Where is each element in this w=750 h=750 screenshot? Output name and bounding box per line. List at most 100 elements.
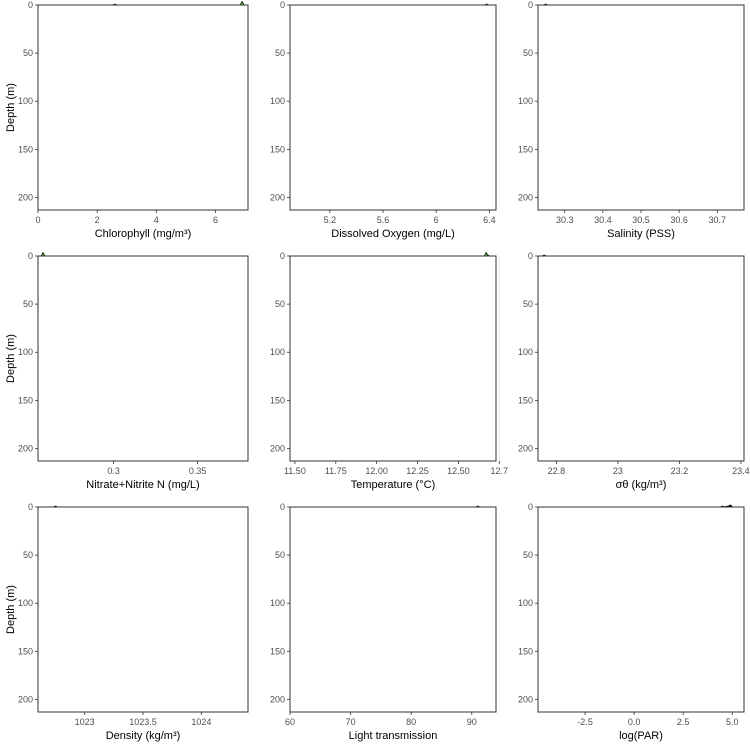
y-tick-label: 100 <box>518 598 533 608</box>
y-tick-label: 50 <box>523 299 533 309</box>
y-axis-title: Depth (m) <box>5 334 17 383</box>
x-tick-label: 5.0 <box>726 717 739 727</box>
y-axis-title: Depth (m) <box>5 83 17 132</box>
y-tick-label: 0 <box>28 251 33 261</box>
x-axis-title: Light transmission <box>349 730 438 742</box>
x-tick-label: 12.7 <box>491 466 509 476</box>
x-tick-label: 30.5 <box>632 215 650 225</box>
y-tick-label: 100 <box>518 347 533 357</box>
y-tick-label: 200 <box>18 443 33 453</box>
x-tick-label: 5.2 <box>324 215 337 225</box>
y-tick-label: 150 <box>518 144 533 154</box>
x-tick-label: 11.75 <box>325 466 347 476</box>
y-tick-label: 100 <box>18 598 33 608</box>
panel-3: 30.3 30.4 30.5 30.6 30.7 0 50 100 150 200 Salinity… <box>518 0 745 240</box>
panel-frame <box>537 506 745 713</box>
y-tick-label: 100 <box>270 96 285 106</box>
panel-frame <box>37 4 249 211</box>
x-tick-label: 12.25 <box>406 466 429 476</box>
x-tick-label: 2 <box>95 215 100 225</box>
y-tick-label: 150 <box>270 646 285 656</box>
y-tick-label: 100 <box>518 96 533 106</box>
panel-frame <box>289 506 497 713</box>
y-tick-label: 200 <box>270 443 285 453</box>
x-axis-title: σθ (kg/m³) <box>616 479 667 491</box>
panel-frame <box>537 4 745 211</box>
x-tick-label: 11.50 <box>284 466 306 476</box>
x-axis-title: Temperature (°C) <box>351 479 435 491</box>
y-tick-label: 200 <box>270 694 285 704</box>
x-tick-label: 30.4 <box>594 215 612 225</box>
y-tick-label: 100 <box>18 347 33 357</box>
y-tick-label: 200 <box>18 192 33 202</box>
y-tick-label: 200 <box>270 192 285 202</box>
x-tick-label: 6 <box>213 215 218 225</box>
y-tick-label: 50 <box>23 299 33 309</box>
y-tick-label: 150 <box>18 646 33 656</box>
y-tick-label: 0 <box>280 251 285 261</box>
x-tick-label: 23.2 <box>671 466 689 476</box>
y-tick-label: 0 <box>528 251 533 261</box>
x-tick-label: 30.3 <box>556 215 574 225</box>
y-tick-label: 150 <box>270 395 285 405</box>
y-tick-label: 0 <box>528 502 533 512</box>
y-tick-label: 150 <box>18 395 33 405</box>
x-axis-title: Chlorophyll (mg/m³) <box>95 228 192 240</box>
x-tick-label: 0 <box>35 215 40 225</box>
x-tick-label: 0.3 <box>107 466 120 476</box>
y-tick-label: 200 <box>518 443 533 453</box>
x-axis-title: log(PAR) <box>619 730 663 742</box>
y-tick-label: 100 <box>270 598 285 608</box>
x-tick-label: 30.6 <box>670 215 688 225</box>
x-axis-title: Dissolved Oxygen (mg/L) <box>331 228 455 240</box>
y-tick-label: 200 <box>18 694 33 704</box>
panel-4: 0.3 0.35 0 50 100 150 200 Nitrate+Nitrite N (mg… <box>5 251 249 491</box>
x-tick-label: 12.00 <box>365 466 388 476</box>
x-tick-label: 0.0 <box>628 717 641 727</box>
panel-5: 11.50 11.75 12.00 12.25 12.50 12.7 0 50 100 150 20… <box>270 251 508 491</box>
x-tick-label: 60 <box>285 717 295 727</box>
x-tick-label: 4 <box>154 215 159 225</box>
y-tick-label: 50 <box>275 48 285 58</box>
panel-frame <box>289 255 497 462</box>
y-tick-label: 50 <box>275 550 285 560</box>
y-axis-title: Depth (m) <box>5 585 17 634</box>
y-tick-label: 200 <box>518 192 533 202</box>
x-tick-label: 70 <box>346 717 356 727</box>
y-tick-label: 50 <box>23 550 33 560</box>
x-tick-label: 22.8 <box>548 466 566 476</box>
x-tick-label: 1023.5 <box>129 717 157 727</box>
x-tick-label: 1023 <box>75 717 95 727</box>
panel-frame <box>37 255 249 462</box>
y-tick-label: 0 <box>528 0 533 10</box>
y-tick-label: 50 <box>523 550 533 560</box>
y-tick-label: 100 <box>18 96 33 106</box>
x-tick-label: 23.4 <box>732 466 750 476</box>
panel-8: 60 70 80 90 0 50 100 150 200 Light transmission <box>270 502 497 742</box>
y-tick-label: 0 <box>280 502 285 512</box>
y-tick-label: 200 <box>518 694 533 704</box>
x-axis-title: Salinity (PSS) <box>607 228 675 240</box>
x-tick-label: 12.50 <box>447 466 470 476</box>
y-tick-label: 0 <box>28 502 33 512</box>
x-tick-label: 2.5 <box>677 717 690 727</box>
x-tick-label: 0.35 <box>189 466 207 476</box>
panel-9: -2.5 0.0 2.5 5.0 0 50 100 150 200 log(PAR) <box>518 502 745 742</box>
y-tick-label: 150 <box>18 144 33 154</box>
y-tick-label: 50 <box>275 299 285 309</box>
panel-1: 0 2 4 6 0 50 100 150 200 Chlorophyll (mg/m³) Depth… <box>5 0 249 240</box>
x-tick-label: -2.5 <box>577 717 593 727</box>
y-tick-label: 100 <box>270 347 285 357</box>
panel-frame <box>37 506 249 713</box>
x-tick-label: 6 <box>434 215 439 225</box>
y-tick-label: 0 <box>280 0 285 10</box>
y-tick-label: 50 <box>23 48 33 58</box>
y-tick-label: 150 <box>518 395 533 405</box>
y-tick-label: 150 <box>270 144 285 154</box>
y-tick-label: 150 <box>518 646 533 656</box>
panel-6: 22.8 23 23.2 23.4 0 50 100 150 200 σθ (kg/m³) <box>518 251 750 491</box>
x-axis-title: Density (kg/m³) <box>106 730 181 742</box>
x-tick-label: 1024 <box>191 717 211 727</box>
y-tick-label: 50 <box>523 48 533 58</box>
panel-2: 5.2 5.6 6 6.4 0 50 100 150 200 Dissolved Oxygen (… <box>270 0 497 240</box>
